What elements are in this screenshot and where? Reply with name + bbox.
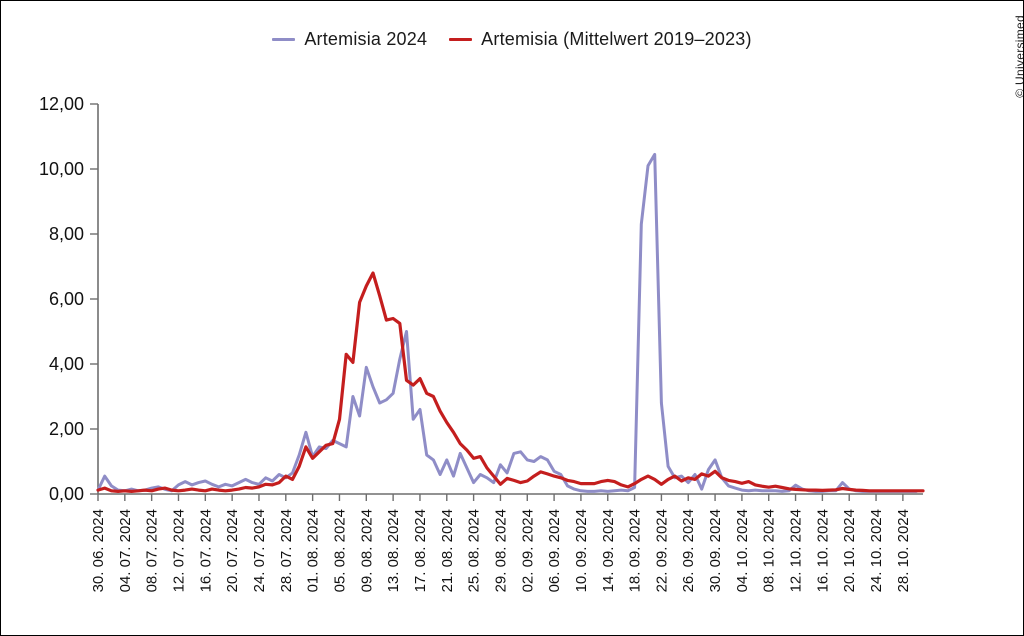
x-tick-label: 04. 07. 2024 [117,509,134,592]
x-tick-label: 04. 10. 2024 [734,509,751,592]
x-tick-label: 24. 10. 2024 [868,509,885,592]
x-tick-label: 13. 08. 2024 [385,509,402,592]
y-tick-label: 0,00 [49,484,84,504]
x-tick-label: 16. 10. 2024 [814,509,831,592]
x-tick-label: 09. 08. 2024 [358,509,375,592]
y-tick-label: 4,00 [49,354,84,374]
x-tick-label: 01. 08. 2024 [305,509,322,592]
x-tick-label: 16. 07. 2024 [197,509,214,592]
legend-label-artemisia-mittelwert: Artemisia (Mittelwert 2019–2023) [481,29,752,49]
legend-item-artemisia-2024: Artemisia 2024 [272,29,427,50]
legend-swatch-artemisia-mittelwert [449,37,473,42]
x-tick-label: 12. 07. 2024 [170,509,187,592]
x-tick-label: 10. 09. 2024 [573,509,590,592]
y-tick-label: 12,00 [39,94,84,114]
x-tick-label: 25. 08. 2024 [466,509,483,592]
y-tick-label: 2,00 [49,419,84,439]
x-tick-label: 26. 09. 2024 [680,509,697,592]
x-tick-label: 30. 09. 2024 [707,509,724,592]
x-tick-label: 20. 10. 2024 [841,509,858,592]
legend-swatch-artemisia-2024 [272,37,296,42]
x-tick-label: 20. 07. 2024 [224,509,241,592]
y-tick-label: 8,00 [49,224,84,244]
x-tick-label: 28. 10. 2024 [895,509,912,592]
chart-legend: Artemisia 2024 Artemisia (Mittelwert 201… [1,29,1023,50]
x-tick-label: 21. 08. 2024 [439,509,456,592]
x-tick-label: 30. 06. 2024 [90,509,107,592]
x-tick-label: 28. 07. 2024 [278,509,295,592]
series-line-artemisia-2024 [96,152,918,493]
x-tick-label: 06. 09. 2024 [546,509,563,592]
y-tick-label: 10,00 [39,159,84,179]
x-tick-label: 14. 09. 2024 [600,509,617,592]
x-tick-label: 12. 10. 2024 [788,509,805,592]
x-tick-label: 18. 09. 2024 [627,509,644,592]
x-tick-label: 05. 08. 2024 [331,509,348,592]
x-tick-label: 17. 08. 2024 [412,509,429,592]
legend-item-artemisia-mittelwert: Artemisia (Mittelwert 2019–2023) [449,29,752,50]
x-tick-label: 08. 07. 2024 [144,509,161,592]
x-tick-label: 22. 09. 2024 [653,509,670,592]
y-tick-label: 6,00 [49,289,84,309]
x-tick-label: 08. 10. 2024 [761,509,778,592]
x-tick-label: 29. 08. 2024 [492,509,509,592]
x-tick-label: 24. 07. 2024 [251,509,268,592]
series-line-artemisia-mittelwert [96,271,925,493]
x-tick-label: 02. 09. 2024 [519,509,536,592]
legend-label-artemisia-2024: Artemisia 2024 [304,29,428,49]
